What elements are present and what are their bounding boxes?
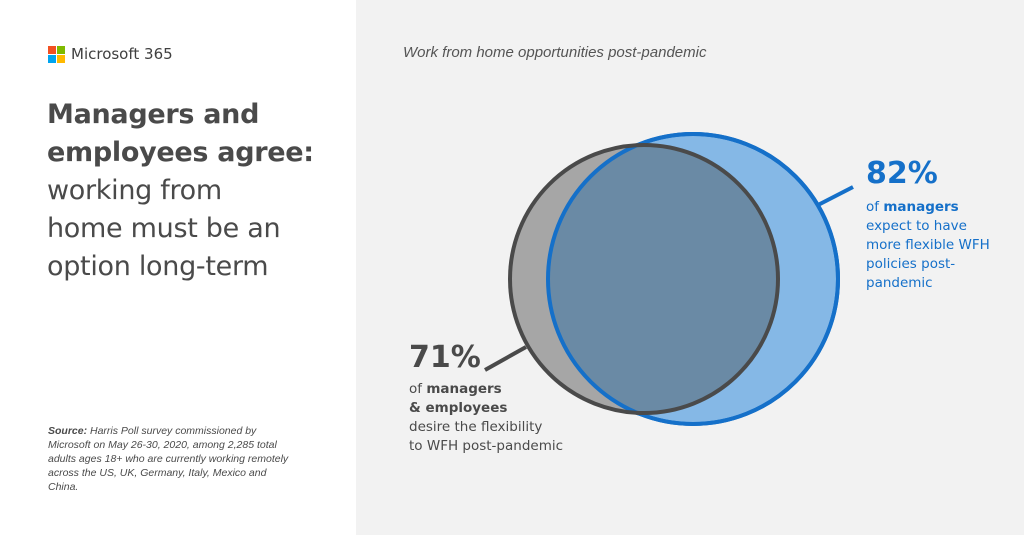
connector-82 <box>817 185 854 207</box>
stat-managers: 82% of managers expect to have more flex… <box>866 156 1006 293</box>
brand: Microsoft 365 <box>48 44 173 64</box>
stat-all: 71% of managers & employees desire the f… <box>409 340 609 456</box>
all-circle-outline <box>508 143 780 415</box>
logo-square-yellow <box>57 54 65 63</box>
stat-all-pre: of <box>409 381 427 397</box>
left-panel: Microsoft 365 Managers and employees agr… <box>0 0 356 535</box>
stat-all-rest2: to WFH post-pandemic <box>409 438 564 454</box>
source-note: Source: Harris Poll survey commissioned … <box>48 424 298 494</box>
headline-line-3: working from <box>47 175 222 206</box>
stat-managers-desc: of managers expect to have more flexible… <box>866 198 1006 293</box>
headline: Managers and employees agree: working fr… <box>47 96 347 286</box>
stat-managers-rest: expect to have more flexible WFH policie… <box>866 218 990 291</box>
brand-name: Microsoft 365 <box>71 45 173 63</box>
managers-circle-outline <box>546 132 840 426</box>
connector-71 <box>484 345 527 372</box>
stat-all-bold: managers <box>426 381 502 397</box>
stat-managers-pre: of <box>866 199 884 215</box>
viz-title: Work from home opportunities post-pandem… <box>403 44 707 61</box>
stat-all-rest1: desire the flexibility <box>409 419 543 435</box>
logo-square-blue <box>48 54 56 63</box>
stat-managers-percent: 82% <box>866 156 938 191</box>
overlap-region <box>548 145 778 413</box>
stat-managers-bold: managers <box>883 199 959 215</box>
microsoft-logo-icon <box>48 45 65 63</box>
stat-all-percent: 71% <box>409 340 481 375</box>
headline-line-5: option long-term <box>47 251 269 282</box>
stat-all-bold2: & employees <box>409 400 508 416</box>
source-label: Source: <box>48 425 88 437</box>
stat-all-desc: of managers & employees desire the flexi… <box>409 380 609 456</box>
headline-line-4: home must be an <box>47 213 281 244</box>
logo-square-red <box>48 45 56 54</box>
headline-line-1: Managers and <box>47 99 260 130</box>
logo-square-green <box>57 45 65 54</box>
source-text: Harris Poll survey commissioned by Micro… <box>48 425 289 493</box>
venn-diagram <box>484 132 854 426</box>
headline-line-2: employees agree: <box>47 137 314 168</box>
